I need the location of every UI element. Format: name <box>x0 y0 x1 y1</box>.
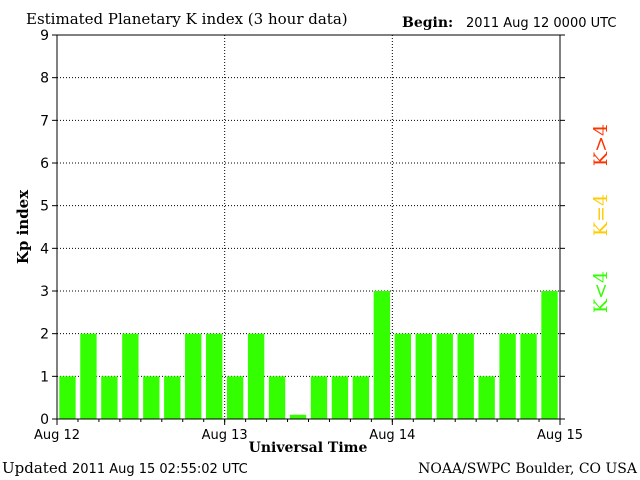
kp-bar <box>310 376 328 419</box>
kp-bar <box>247 333 265 419</box>
kp-bar <box>373 291 391 419</box>
kp-bar <box>331 376 349 419</box>
y-axis-label: Kp index <box>14 189 32 264</box>
y-tick-label: 9 <box>40 28 49 44</box>
kp-bar <box>289 414 307 419</box>
updated-value: 2011 Aug 15 02:55:02 UTC <box>72 462 248 477</box>
legend-k-above-4: K>4 <box>590 124 612 166</box>
kp-bar <box>394 333 411 419</box>
x-tick-label: Aug 14 <box>369 428 415 443</box>
kp-bar <box>59 376 76 419</box>
kp-bar <box>352 376 370 419</box>
y-tick-label: 7 <box>40 113 49 129</box>
kp-bar <box>143 376 160 419</box>
y-tick-label: 8 <box>40 71 49 87</box>
kp-bar <box>415 333 432 419</box>
kp-bar <box>499 333 516 419</box>
x-tick-label: Aug 13 <box>202 428 248 443</box>
legend-k-below-4: K<4 <box>590 271 612 313</box>
chart-title: Estimated Planetary K index (3 hour data… <box>26 10 348 28</box>
y-tick-label: 4 <box>40 241 49 257</box>
kp-bar <box>268 376 286 419</box>
kp-bar <box>520 333 537 419</box>
begin-label: Begin: <box>402 15 453 31</box>
y-tick-label: 5 <box>40 199 49 215</box>
y-tick-label: 0 <box>40 412 49 428</box>
kp-bar <box>101 376 118 419</box>
kp-bar <box>122 333 139 419</box>
kp-bar <box>206 333 223 419</box>
kp-bar <box>457 333 474 419</box>
kp-bar <box>164 376 181 419</box>
legend-k-equals-4: K=4 <box>590 194 612 236</box>
x-axis-label: Universal Time <box>249 440 368 456</box>
kp-bar <box>80 333 97 419</box>
x-tick-label: Aug 12 <box>34 428 80 443</box>
x-tick-label: Aug 15 <box>537 428 583 443</box>
begin-value: 2011 Aug 12 0000 UTC <box>466 16 616 31</box>
y-tick-label: 1 <box>40 369 49 385</box>
kp-bar <box>185 333 202 419</box>
source-credit: NOAA/SWPC Boulder, CO USA <box>418 461 638 477</box>
kp-bar <box>226 376 244 419</box>
y-tick-label: 3 <box>40 284 49 300</box>
y-tick-label: 2 <box>40 327 49 343</box>
updated-label: Updated <box>2 459 68 477</box>
y-tick-label: 6 <box>40 156 49 172</box>
kp-bar <box>436 333 453 419</box>
kp-bar <box>541 291 558 419</box>
kp-bar <box>478 376 495 419</box>
